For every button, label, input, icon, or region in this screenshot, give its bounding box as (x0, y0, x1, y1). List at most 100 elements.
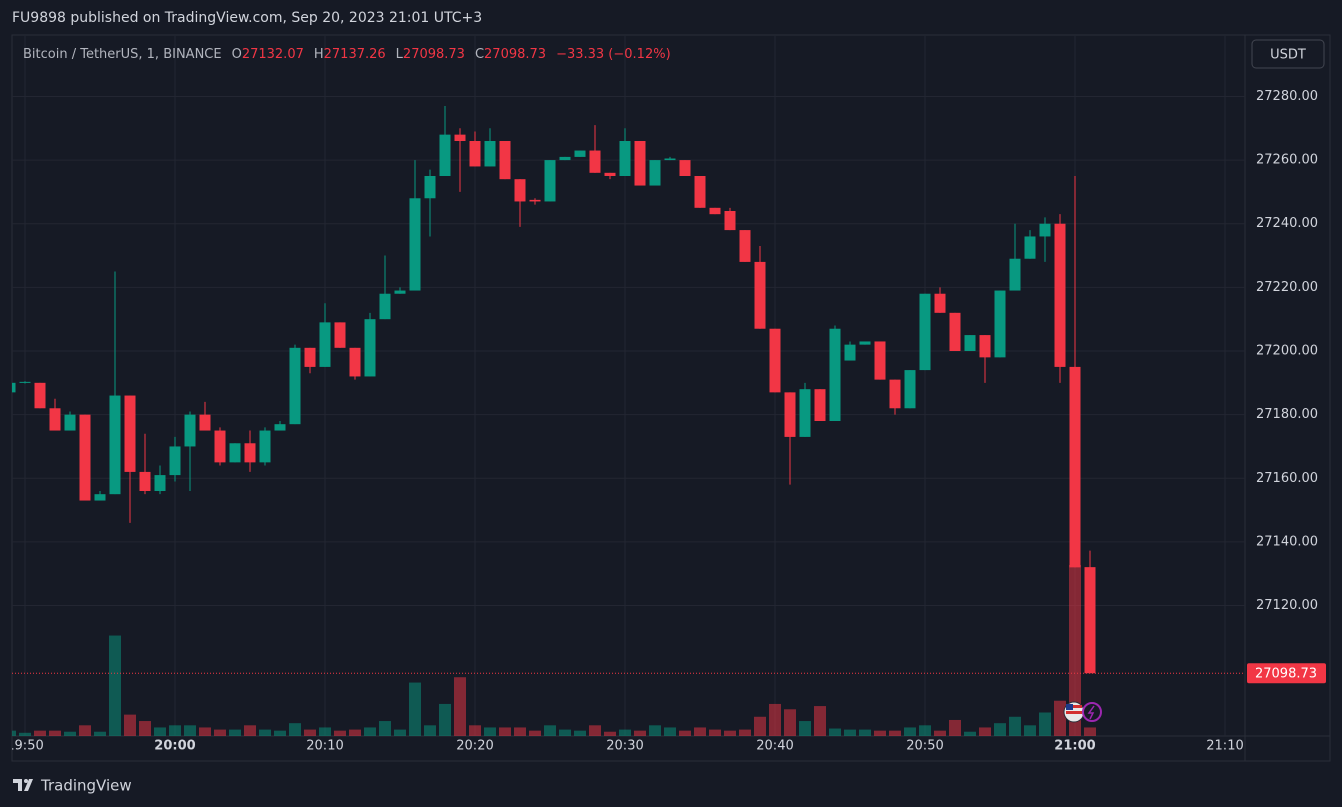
volume-bar (694, 727, 706, 736)
y-tick-label: 27120.00 (1256, 598, 1318, 613)
volume-bar (604, 731, 616, 736)
volume-bar (34, 730, 46, 736)
candle-body (859, 341, 871, 345)
currency-button[interactable] (1251, 39, 1325, 69)
x-tick-label: 20:50 (906, 739, 943, 754)
candle-body (424, 176, 436, 199)
candle-body (1084, 567, 1096, 674)
legend-change: −33.33 (−0.12%) (556, 47, 671, 62)
candle-body (184, 414, 196, 447)
x-tick-label: 20:10 (306, 739, 343, 754)
candle-body (319, 322, 331, 367)
volume-bar (679, 730, 691, 736)
volume-bar (379, 721, 391, 736)
logo-dot (24, 779, 28, 783)
candle-body (694, 176, 706, 208)
candle-body (349, 347, 361, 377)
volume-bar (949, 719, 961, 736)
candle-body (589, 150, 601, 173)
currency[interactable]: USDT (1270, 48, 1306, 63)
candle-body (874, 341, 886, 380)
candle-body (12, 382, 16, 393)
symbol: Bitcoin / TetherUS, 1, BINANCE (23, 47, 222, 62)
volume-bar (469, 725, 481, 736)
candle-body (934, 293, 946, 313)
flag-canton (1066, 704, 1073, 710)
candle-body (949, 312, 961, 351)
y-tick-label: 27160.00 (1256, 471, 1318, 486)
candle-body (664, 158, 676, 161)
volume-bar (424, 725, 436, 736)
legend-o: O (232, 47, 242, 62)
volume-bar (364, 727, 376, 736)
volume-bar (664, 727, 676, 736)
candle-body (994, 290, 1006, 358)
legend-low: 27098.73 (403, 47, 465, 62)
candle-body (1024, 236, 1036, 259)
volume-bar (994, 723, 1006, 736)
volume-bar (259, 729, 271, 736)
candle-body (154, 475, 166, 491)
volume-bar (394, 729, 406, 736)
candle-body (619, 141, 631, 176)
candle-body (574, 150, 586, 157)
candle-body (394, 290, 406, 294)
volume-bar (49, 730, 61, 736)
x-tick-label: 20:30 (606, 739, 643, 754)
candle-body (739, 230, 751, 262)
volume-bar (574, 730, 586, 736)
volume-bar (244, 725, 256, 736)
volume-bar (94, 731, 106, 736)
volume-bar (304, 729, 316, 736)
candle-body (139, 471, 151, 491)
x-tick-label: 20:00 (154, 739, 195, 754)
volume-bar (964, 731, 976, 736)
candle-body (709, 207, 721, 215)
logo (13, 779, 33, 791)
y-tick-label: 27260.00 (1256, 153, 1318, 168)
candle-body (244, 443, 256, 463)
candle-body (484, 141, 496, 167)
publisher: FU9898 published on TradingView.com, Sep… (12, 10, 482, 26)
volume-bar (634, 730, 646, 736)
volume-bar (874, 730, 886, 736)
x-tick-label: 21:00 (1054, 739, 1095, 754)
candle-body (34, 382, 46, 409)
volume-bar (64, 731, 76, 736)
volume-bar (799, 721, 811, 736)
legend-high: 27137.26 (324, 47, 386, 62)
volume-bar (184, 725, 196, 736)
candle-body (304, 347, 316, 367)
legend-h: H (314, 47, 324, 62)
candle-body (919, 293, 931, 371)
volume-bar (154, 727, 166, 736)
event-icon[interactable] (1082, 702, 1102, 722)
volume-bar (889, 730, 901, 736)
candle-body (229, 443, 241, 463)
candle-body (439, 134, 451, 176)
candle-layer (12, 106, 1245, 674)
candle-body (499, 141, 511, 180)
volume-bar (844, 729, 856, 736)
candle-body (979, 335, 991, 358)
legend-c: C (475, 47, 484, 62)
x-tick-label: 19:50 (6, 739, 43, 754)
candle-body (94, 494, 106, 501)
candle-body (604, 172, 616, 176)
last-price-box (1247, 663, 1326, 684)
x-tick-label: 21:10 (1206, 739, 1243, 754)
event-icons[interactable] (1063, 701, 1102, 723)
candle-body (814, 389, 826, 421)
volume-bar (169, 725, 181, 736)
candle-body (889, 379, 901, 409)
candle-body (649, 160, 661, 186)
volume-bar (1024, 725, 1036, 736)
volume-bar (109, 635, 121, 736)
candle-body (679, 160, 691, 176)
candle-body (199, 414, 211, 431)
volume-bar (1084, 727, 1096, 736)
footer: TradingView (40, 777, 132, 795)
volume-bar (544, 725, 556, 736)
volume-bar (19, 732, 31, 736)
